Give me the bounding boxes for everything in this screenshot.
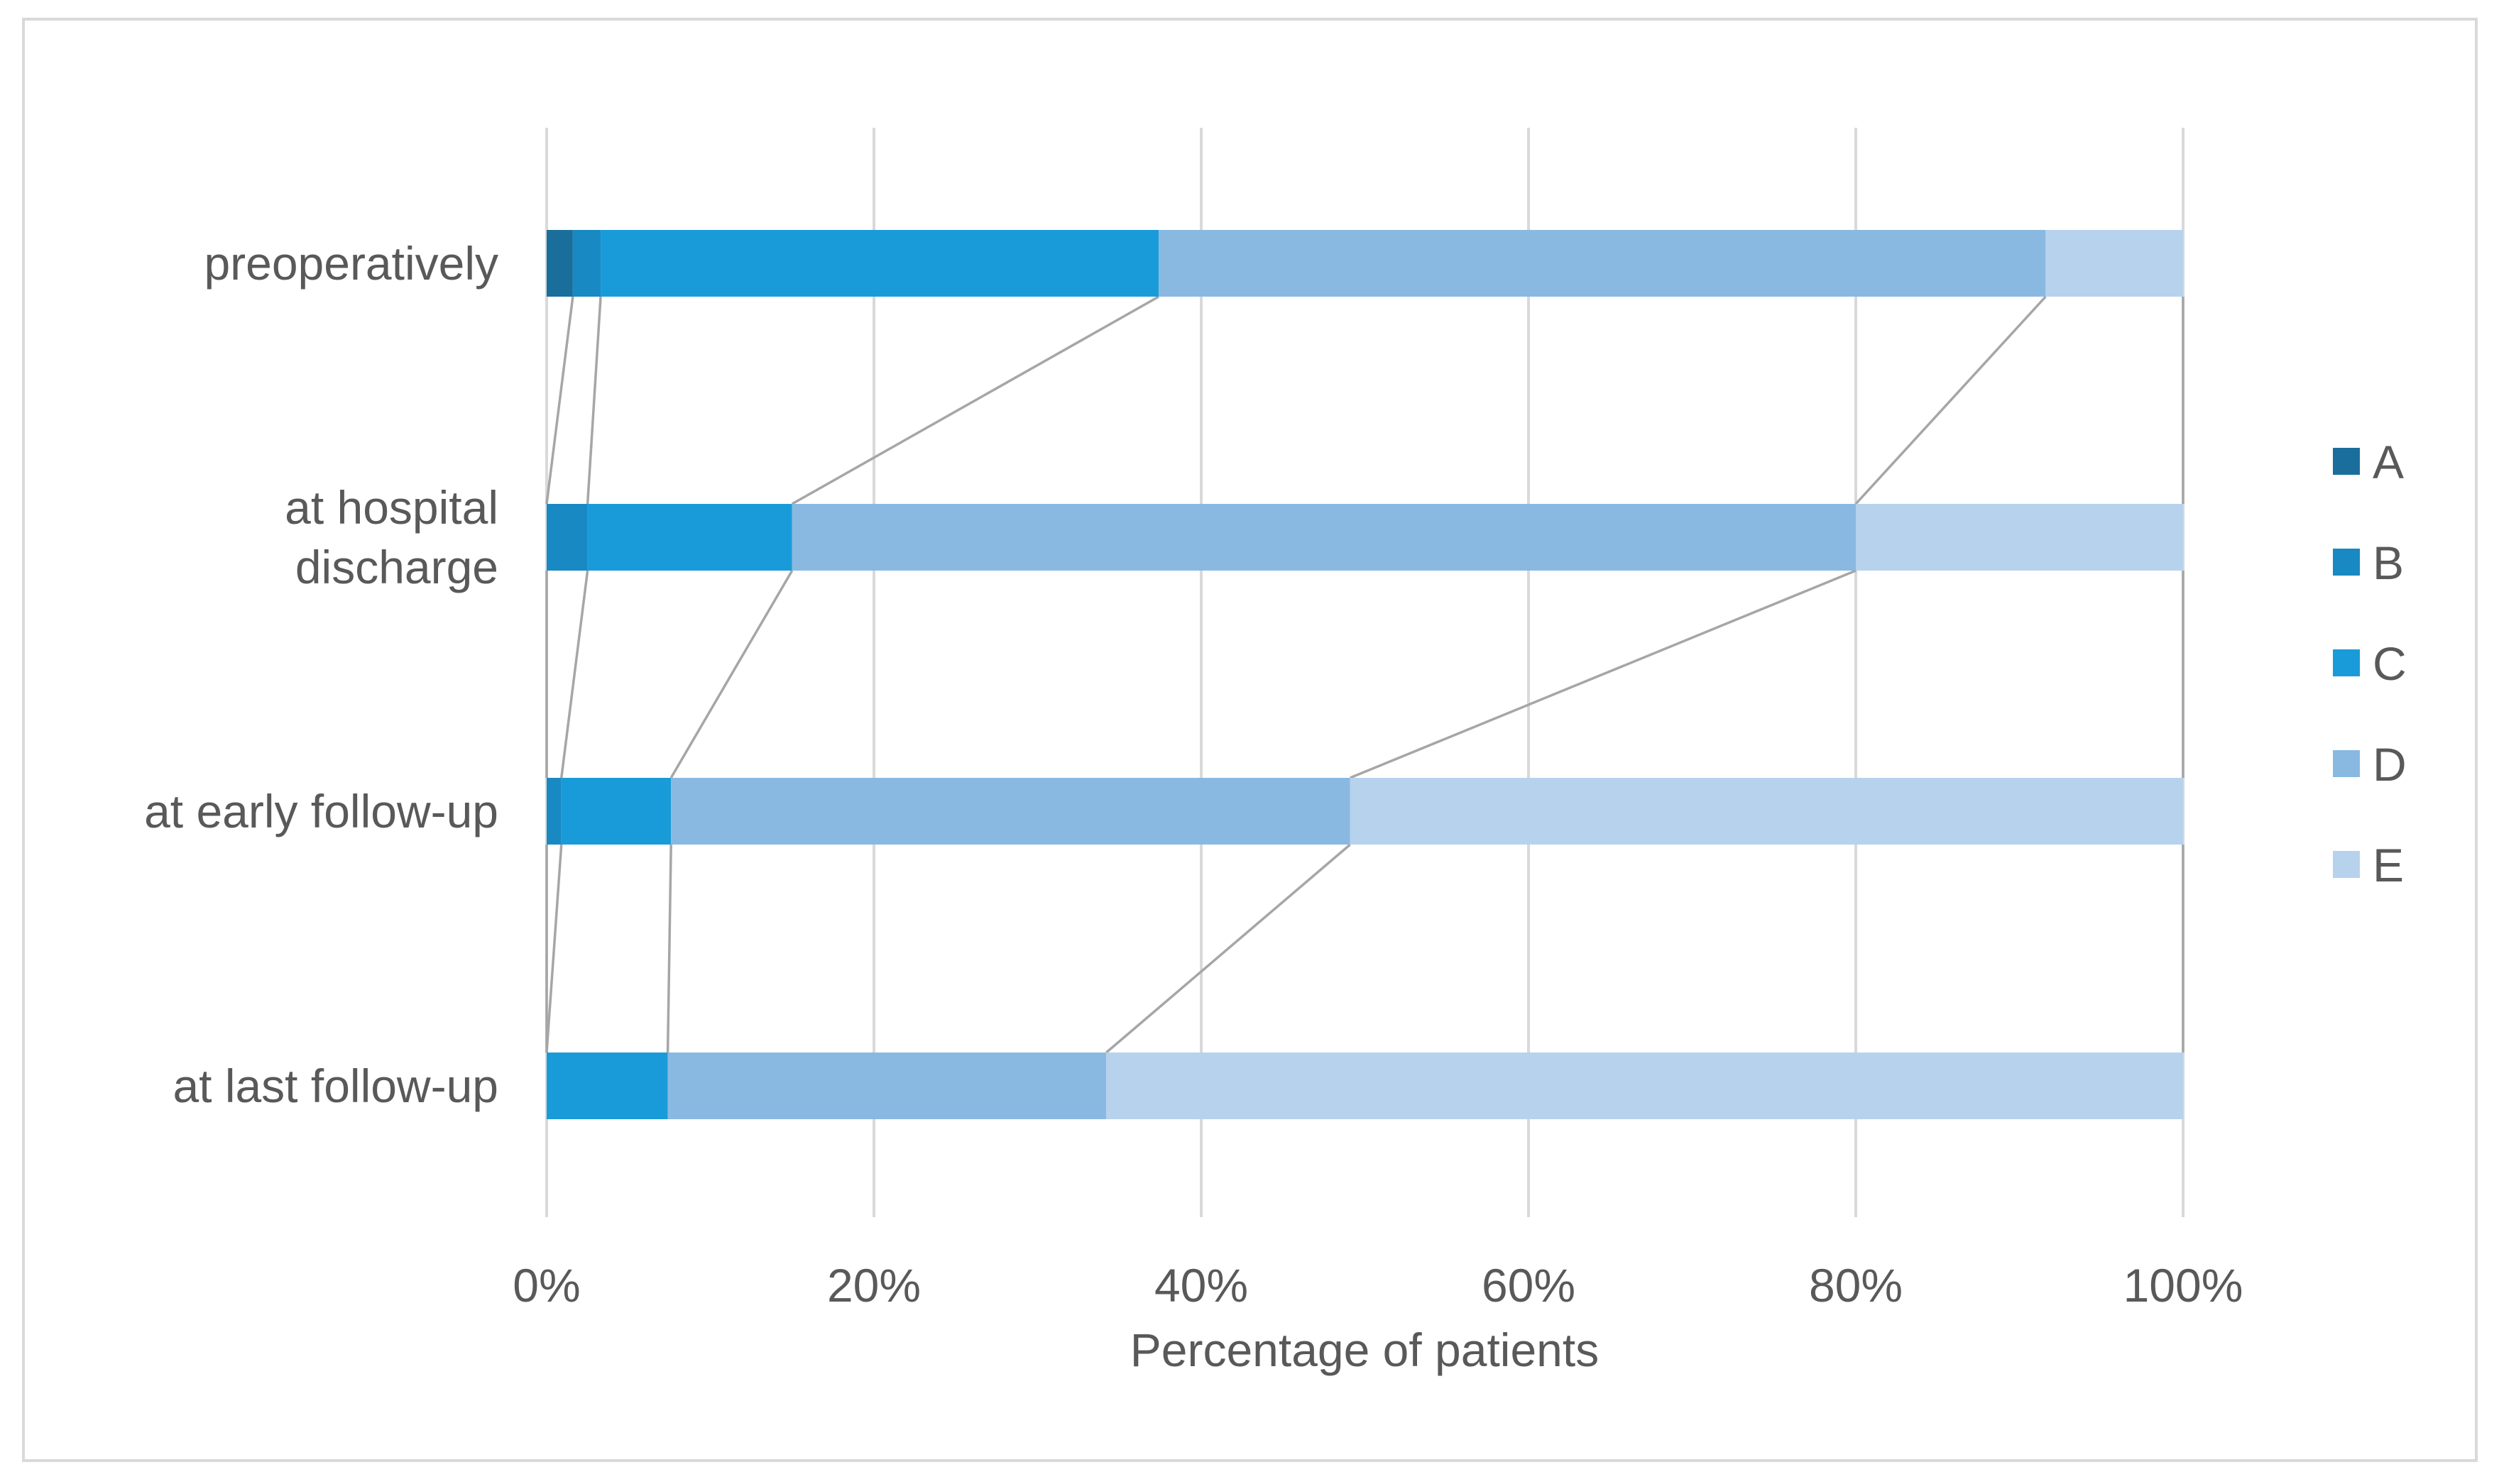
- legend-swatch-A: [2333, 448, 2360, 475]
- bars: [547, 230, 2183, 1119]
- bar-segment-E-3: [1106, 1052, 2183, 1119]
- connector-line-B-1: [560, 570, 589, 779]
- connector-line-C-0: [791, 295, 1159, 505]
- connector-line-A-0: [545, 296, 574, 505]
- legend-label-C: C: [2373, 637, 2407, 690]
- legend-swatch-C: [2333, 649, 2360, 676]
- legend-swatch-B: [2333, 549, 2360, 576]
- bar-segment-B-0: [572, 230, 601, 297]
- connector-line-B-2: [545, 844, 563, 1053]
- category-labels: preoperatively at hospital discharge at ear…: [144, 237, 498, 1112]
- x-tick-label-4: 80%: [1809, 1259, 1903, 1312]
- connector-line-D-1: [1350, 569, 1857, 779]
- series-connector-lines: [545, 295, 2184, 1054]
- bar-segment-E-0: [2045, 230, 2183, 297]
- connector-line-C-1: [669, 570, 794, 779]
- category-label-3: at last follow-up: [173, 1060, 498, 1112]
- bar-segment-D-1: [792, 504, 1856, 571]
- bar-segment-D-3: [667, 1052, 1107, 1119]
- connector-line-D-0: [1854, 295, 2047, 505]
- legend-label-B: B: [2373, 537, 2404, 589]
- connector-line-C-2: [666, 844, 672, 1053]
- x-axis-tick-labels: 0% 20% 40% 60% 80% 100%: [513, 1259, 2243, 1312]
- bar-segment-E-2: [1350, 778, 2183, 845]
- connector-line-D-2: [1105, 843, 1351, 1054]
- x-axis-title: Percentage of patients: [1130, 1324, 1599, 1376]
- bar-segment-A-0: [547, 230, 573, 297]
- bar-segment-C-3: [547, 1052, 668, 1119]
- bar-segment-B-1: [547, 504, 588, 571]
- legend-label-D: D: [2373, 738, 2407, 791]
- bar-segment-B-2: [547, 778, 562, 845]
- category-label-0: preoperatively: [204, 237, 498, 290]
- legend-swatch-E: [2333, 851, 2360, 878]
- category-label-1-line-0: at hospital: [285, 481, 498, 534]
- x-tick-label-1: 20%: [827, 1259, 921, 1312]
- bar-segment-C-2: [561, 778, 672, 845]
- x-tick-label-3: 60%: [1482, 1259, 1575, 1312]
- legend-label-A: A: [2373, 436, 2404, 488]
- bar-segment-D-2: [671, 778, 1350, 845]
- category-label-2: at early follow-up: [144, 785, 498, 837]
- bar-segment-D-0: [1159, 230, 2046, 297]
- category-label-1-line-1: discharge: [295, 541, 498, 593]
- x-tick-label-2: 40%: [1154, 1259, 1248, 1312]
- x-tick-label-0: 0%: [513, 1259, 580, 1312]
- x-tick-label-5: 100%: [2123, 1259, 2243, 1312]
- bar-segment-C-0: [601, 230, 1159, 297]
- legend-swatch-D: [2333, 750, 2360, 777]
- connector-line-B-0: [586, 296, 602, 505]
- bar-segment-C-1: [587, 504, 792, 571]
- legend-label-E: E: [2373, 839, 2404, 891]
- bar-segment-E-1: [1856, 504, 2183, 571]
